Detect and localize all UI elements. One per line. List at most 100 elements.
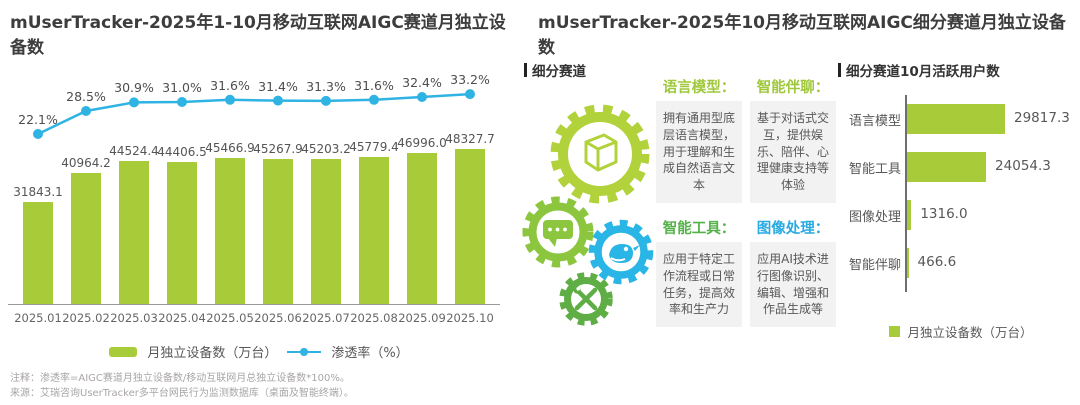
hbar-智能伴聊[interactable] — [907, 248, 909, 278]
penetration-value-label: 31.6% — [354, 77, 394, 93]
x-tick-label: 2025.09 — [398, 311, 446, 325]
monthly-devices-combo-chart: 31843.1 2025.01 40964.2 2025.02 44524.4 2025.… — [8, 40, 510, 340]
hbar-category-label: 语言模型 — [848, 114, 901, 129]
bar-2025.02[interactable] — [71, 173, 101, 304]
right-legend-label: 月独立设备数（万台） — [907, 325, 1033, 340]
segments-header-label: 细分赛道 — [532, 64, 586, 80]
segment-card-body: 应用于特定工作流程或日常任务，提高效率和生产力 — [656, 241, 742, 328]
bar-2025.04[interactable] — [167, 162, 197, 304]
penetration-dot[interactable] — [177, 97, 187, 107]
bar-value-label: 40964.2 — [61, 156, 111, 170]
bar-value-label: 31843.1 — [13, 185, 63, 199]
segment-users-bar-chart: 语言模型 29817.3 智能工具 24054.3 图像处理 1316.0 智能… — [845, 95, 1077, 295]
x-tick-label: 2025.03 — [110, 311, 158, 325]
hbar-category-label: 图像处理 — [848, 210, 901, 225]
line-legend-icon — [287, 347, 322, 357]
bar-2025.08[interactable] — [359, 157, 389, 304]
left-chart-legend: 月独立设备数（万台） 渗透率（%） — [8, 342, 510, 361]
footnote-note: 注释：渗透率=AIGC赛道月独立设备数/移动互联网月总独立设备数*100%。 — [10, 373, 350, 384]
right-chart-header-label: 细分赛道10月活跃用户数 — [846, 64, 1000, 80]
penetration-dot[interactable] — [81, 106, 91, 116]
right-chart-title: mUserTracker-2025年10月移动互联网AIGC细分赛道月独立设备数 — [538, 13, 1066, 58]
bar-value-label: 45203.2 — [301, 142, 351, 156]
footnotes: 注释：渗透率=AIGC赛道月独立设备数/移动互联网月总独立设备数*100%。 来… — [10, 372, 354, 401]
penetration-value-label: 31.3% — [306, 78, 346, 94]
right-chart-section-header: 细分赛道10月活跃用户数 — [838, 60, 1000, 80]
segments-section-header: 细分赛道 — [524, 60, 586, 80]
bar-2025.01[interactable] — [23, 202, 53, 304]
hbar-row-图像处理: 图像处理 1316.0 — [845, 191, 1077, 239]
bar-2025.03[interactable] — [119, 161, 149, 304]
gear-cube-icon — [550, 104, 650, 204]
penetration-value-label: 30.9% — [114, 80, 154, 96]
right-chart-legend: 月独立设备数（万台） — [845, 322, 1077, 341]
header-tick-bar — [524, 63, 527, 77]
bar-value-label: 45466.9 — [205, 141, 255, 155]
penetration-dot[interactable] — [465, 89, 475, 100]
bar-value-label: 45779.4 — [349, 140, 399, 154]
gear-bird-icon — [588, 219, 654, 285]
bar-value-label: 44406.5 — [157, 145, 207, 159]
hbar-category-label: 智能工具 — [848, 162, 901, 177]
segment-card-body: 基于对话式交互，提供娱乐、陪伴、心理健康支持等体验 — [750, 101, 836, 203]
penetration-value-label: 28.5% — [66, 89, 106, 104]
x-tick-label: 2025.05 — [206, 311, 254, 325]
header-tick-bar — [838, 63, 841, 77]
hbar-row-语言模型: 语言模型 29817.3 — [845, 95, 1077, 143]
penetration-dot[interactable] — [225, 94, 235, 105]
line-legend-label: 渗透率（%） — [331, 346, 409, 361]
segment-card-0: 语言模型： 拥有通用型底层语言模型，用于理解和生成自然语言文本 — [656, 76, 742, 203]
x-tick-label: 2025.01 — [14, 311, 62, 325]
hbar-语言模型[interactable] — [907, 104, 1005, 134]
x-tick-label: 2025.10 — [446, 311, 494, 325]
hbar-value-label: 24054.3 — [995, 158, 1051, 174]
segment-card-title: 智能伴聊： — [756, 80, 830, 96]
penetration-dot[interactable] — [33, 129, 43, 139]
segment-card-body: 拥有通用型底层语言模型，用于理解和生成自然语言文本 — [656, 101, 742, 203]
hbar-value-label: 29817.3 — [1014, 110, 1070, 126]
hbar-row-智能伴聊: 智能伴聊 466.6 — [845, 239, 1077, 287]
segment-card-3: 图像处理： 应用AI技术进行图像识别、编辑、增强和作品生成等 — [750, 217, 836, 328]
penetration-value-label: 33.2% — [450, 72, 490, 88]
segment-card-title: 智能工具： — [662, 220, 736, 237]
x-tick-label: 2025.02 — [62, 311, 110, 325]
segment-card-title: 图像处理： — [756, 220, 830, 237]
bar-value-label: 44524.4 — [109, 144, 159, 158]
gear-tools-icon — [559, 272, 613, 326]
penetration-value-label: 31.0% — [162, 80, 202, 95]
gears-illustration — [516, 92, 656, 331]
bar-2025.09[interactable] — [407, 153, 437, 304]
hbar-row-智能工具: 智能工具 24054.3 — [845, 143, 1077, 191]
x-tick-label: 2025.08 — [350, 311, 398, 325]
segment-card-body: 应用AI技术进行图像识别、编辑、增强和作品生成等 — [750, 241, 836, 328]
hbar-图像处理[interactable] — [907, 200, 912, 230]
penetration-value-label: 32.4% — [402, 75, 442, 90]
segment-card-title: 语言模型： — [662, 80, 736, 96]
bar-legend-swatch — [889, 326, 901, 337]
bar-legend-swatch — [109, 346, 138, 357]
bar-legend-label: 月独立设备数（万台） — [147, 346, 278, 361]
penetration-dot[interactable] — [417, 92, 427, 102]
bar-2025.07[interactable] — [311, 159, 341, 304]
penetration-value-label: 31.6% — [210, 77, 250, 93]
penetration-dot[interactable] — [129, 97, 139, 108]
penetration-dot[interactable] — [369, 94, 379, 105]
penetration-value-label: 31.4% — [258, 78, 298, 94]
gear-chat-icon — [522, 196, 594, 268]
hbar-category-label: 智能伴聊 — [848, 258, 901, 273]
hbar-value-label: 466.6 — [917, 254, 957, 270]
x-tick-label: 2025.06 — [254, 311, 302, 325]
x-axis-line — [8, 304, 500, 305]
penetration-dot[interactable] — [273, 95, 283, 106]
bar-2025.06[interactable] — [263, 159, 293, 304]
bar-2025.05[interactable] — [215, 158, 245, 304]
footnote-source: 来源：艾瑞咨询UserTracker多平台网民行为监测数据库（桌面及智能终端）。 — [10, 387, 354, 399]
y-axis-line — [905, 95, 907, 292]
segment-cards: 语言模型： 拥有通用型底层语言模型，用于理解和生成自然语言文本 智能伴聊： 基于… — [656, 76, 836, 328]
hbar-智能工具[interactable] — [907, 152, 987, 182]
bar-value-label: 46996.0 — [397, 136, 447, 150]
bar-2025.10[interactable] — [455, 149, 485, 304]
penetration-dot[interactable] — [321, 95, 331, 106]
penetration-value-label: 22.1% — [18, 112, 58, 127]
